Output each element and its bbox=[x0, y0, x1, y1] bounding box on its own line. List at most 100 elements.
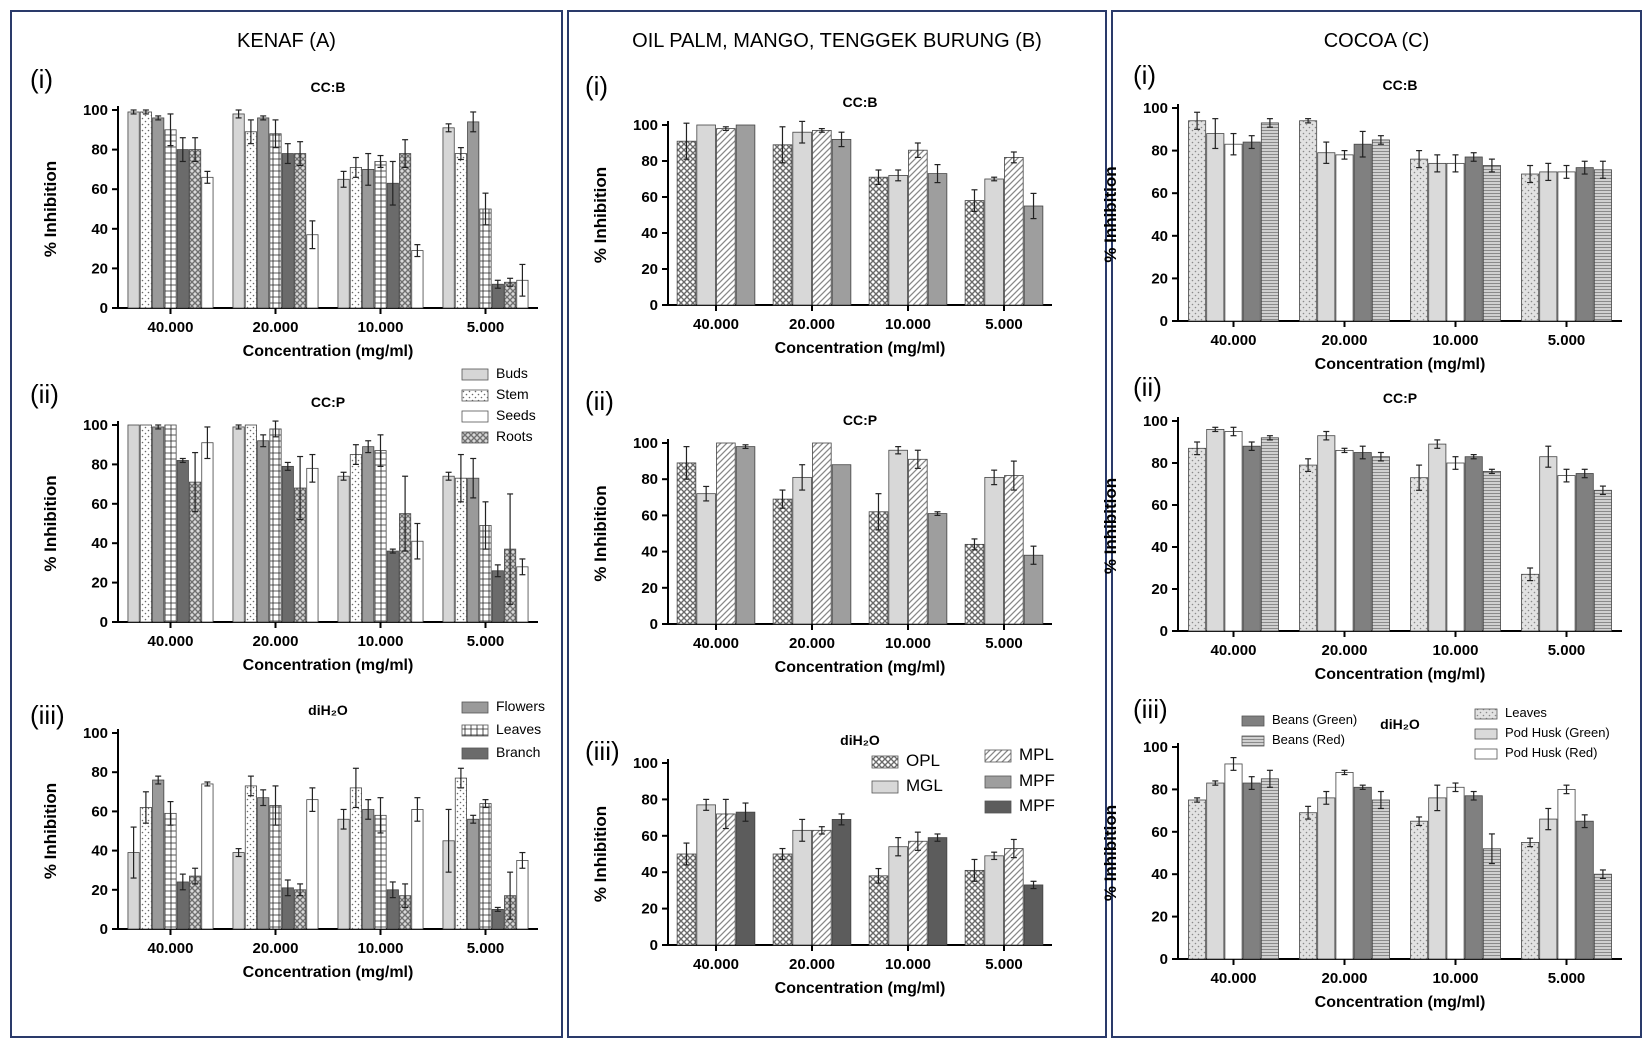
bar bbox=[244, 424, 257, 623]
y-tick-label: 60 bbox=[641, 189, 658, 206]
y-axis-label: % Inhibition bbox=[591, 167, 610, 263]
bar bbox=[1557, 789, 1576, 960]
legend-label: Seeds bbox=[496, 407, 536, 423]
y-tick-label: 0 bbox=[650, 616, 658, 633]
bar bbox=[349, 454, 362, 623]
bar bbox=[139, 807, 152, 930]
y-tick-label: 60 bbox=[1151, 497, 1168, 514]
bar bbox=[964, 543, 985, 625]
chart-title: diH₂O bbox=[308, 702, 348, 718]
bar bbox=[1593, 489, 1612, 632]
y-tick-label: 40 bbox=[641, 544, 658, 561]
bar bbox=[1446, 162, 1465, 322]
y-tick-label: 0 bbox=[100, 614, 108, 631]
bar bbox=[1539, 818, 1558, 960]
x-tick-label: 10.000 bbox=[358, 940, 404, 957]
y-tick-label: 80 bbox=[1151, 455, 1168, 472]
y-tick-label: 80 bbox=[1151, 781, 1168, 798]
x-tick-label: 5.000 bbox=[1548, 642, 1586, 659]
bar bbox=[201, 442, 214, 623]
x-tick-label: 40.000 bbox=[1211, 642, 1257, 659]
y-tick-label: 80 bbox=[641, 471, 658, 488]
bar bbox=[362, 809, 375, 930]
y-axis-label: % Inhibition bbox=[1101, 166, 1120, 262]
bar bbox=[201, 176, 214, 309]
x-axis-label: Concentration (mg/ml) bbox=[775, 980, 946, 997]
y-axis-label: % Inhibition bbox=[591, 485, 610, 581]
bar bbox=[1482, 848, 1501, 960]
bar bbox=[257, 440, 270, 623]
bar bbox=[1539, 456, 1558, 632]
legend-label: MPL bbox=[1019, 745, 1054, 764]
bar bbox=[374, 450, 387, 623]
x-tick-label: 10.000 bbox=[885, 956, 931, 973]
bar bbox=[772, 498, 793, 625]
bar bbox=[927, 837, 948, 946]
y-tick-label: 0 bbox=[1160, 951, 1168, 968]
x-tick-label: 10.000 bbox=[1433, 970, 1479, 987]
subplot-label: (i) bbox=[1133, 60, 1156, 90]
bar bbox=[927, 513, 948, 625]
y-tick-label: 20 bbox=[641, 261, 658, 278]
bar bbox=[1299, 812, 1318, 960]
bar bbox=[1206, 782, 1225, 960]
bar bbox=[1353, 786, 1372, 960]
bar bbox=[1260, 122, 1279, 322]
subplot-label: (iii) bbox=[585, 736, 620, 766]
chart-a-ii: (ii) CC:P % Inhibition 0 20 40 60 80 100 40.000 20… bbox=[30, 379, 538, 674]
x-tick-label: 40.000 bbox=[1211, 970, 1257, 987]
x-tick-label: 20.000 bbox=[253, 940, 299, 957]
bar bbox=[454, 777, 467, 930]
bar bbox=[1004, 156, 1024, 306]
x-tick-label: 5.000 bbox=[467, 940, 505, 957]
x-tick-label: 20.000 bbox=[253, 633, 299, 650]
bar bbox=[1464, 795, 1483, 960]
y-tick-label: 60 bbox=[641, 507, 658, 524]
bar bbox=[1206, 133, 1225, 322]
bar bbox=[269, 133, 282, 309]
bar bbox=[362, 168, 375, 309]
y-tick-label: 40 bbox=[91, 843, 108, 860]
legend-swatch bbox=[461, 431, 489, 444]
bar bbox=[1335, 449, 1354, 632]
subplot-label: (iii) bbox=[30, 700, 65, 730]
bar bbox=[868, 176, 889, 306]
y-tick-label: 0 bbox=[100, 300, 108, 317]
bar bbox=[337, 818, 350, 930]
bar bbox=[831, 819, 852, 946]
chart-c-iii: (iii) diH₂O % Inhibition 0 20 40 60 80 100 40.000… bbox=[1101, 694, 1622, 1011]
bar bbox=[868, 875, 889, 946]
bar bbox=[294, 153, 307, 309]
bar bbox=[1575, 820, 1594, 960]
bar bbox=[1188, 447, 1207, 632]
y-tick-label: 80 bbox=[641, 153, 658, 170]
bar bbox=[467, 818, 480, 930]
y-tick-label: 100 bbox=[633, 755, 658, 772]
bar bbox=[1446, 462, 1465, 632]
legend-kenaf-1: Buds Stem Seeds Roots bbox=[461, 365, 536, 444]
bar bbox=[716, 442, 736, 625]
bar bbox=[176, 149, 189, 309]
chart-b-iii: (iii) diH₂O % Inhibition 0 20 40 60 80 100 40.000… bbox=[585, 732, 1052, 997]
x-tick-label: 20.000 bbox=[789, 956, 835, 973]
x-tick-label: 40.000 bbox=[1211, 332, 1257, 349]
bar bbox=[1410, 820, 1429, 960]
x-axis-label: Concentration (mg/ml) bbox=[243, 657, 414, 674]
legend-label: Buds bbox=[496, 365, 528, 381]
y-axis-label: % Inhibition bbox=[41, 161, 60, 257]
legend-swatch bbox=[461, 389, 489, 402]
bar bbox=[257, 797, 270, 930]
legend-label: Leaves bbox=[496, 721, 541, 737]
x-tick-label: 10.000 bbox=[885, 635, 931, 652]
subplot-label: (i) bbox=[30, 64, 53, 94]
bar bbox=[772, 144, 793, 306]
legend-swatch bbox=[871, 780, 899, 794]
bar bbox=[1242, 782, 1261, 960]
legend-label: MGL bbox=[906, 776, 943, 795]
bar bbox=[1260, 437, 1279, 632]
y-tick-label: 20 bbox=[1151, 270, 1168, 287]
legend-swatch bbox=[871, 755, 899, 769]
bar bbox=[164, 424, 177, 623]
y-tick-label: 0 bbox=[100, 921, 108, 938]
bar bbox=[792, 131, 812, 306]
